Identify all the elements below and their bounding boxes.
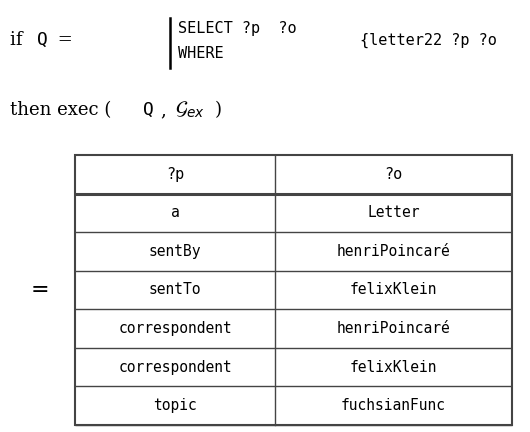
- Text: ?o: ?o: [384, 167, 403, 182]
- Text: ,: ,: [160, 101, 166, 119]
- Text: a: a: [171, 205, 179, 220]
- Text: felixKlein: felixKlein: [350, 360, 437, 375]
- Text: sentBy: sentBy: [149, 244, 201, 259]
- Text: Letter: Letter: [367, 205, 420, 220]
- Text: correspondent: correspondent: [118, 360, 232, 375]
- Text: ?p: ?p: [166, 167, 184, 182]
- Text: if: if: [10, 31, 28, 49]
- Bar: [75, 155, 512, 425]
- Text: {letter22 ?p ?o: {letter22 ?p ?o: [360, 32, 497, 48]
- Text: sentTo: sentTo: [149, 283, 201, 298]
- Text: Q: Q: [143, 101, 154, 119]
- Text: =: =: [52, 31, 73, 49]
- Text: =: =: [31, 279, 49, 301]
- Text: fuchsianFunc: fuchsianFunc: [341, 398, 446, 413]
- Text: topic: topic: [153, 398, 197, 413]
- Text: ): ): [215, 101, 222, 119]
- Text: SELECT ?p  ?o: SELECT ?p ?o: [178, 20, 297, 35]
- Text: felixKlein: felixKlein: [350, 283, 437, 298]
- Text: correspondent: correspondent: [118, 321, 232, 336]
- Text: then exec (: then exec (: [10, 101, 111, 119]
- Text: WHERE: WHERE: [178, 47, 224, 61]
- Text: henriPoincaré: henriPoincaré: [337, 244, 450, 259]
- Text: henriPoincaré: henriPoincaré: [337, 321, 450, 336]
- Text: $\mathcal{G}_{ex}$: $\mathcal{G}_{ex}$: [175, 100, 205, 120]
- Text: Q: Q: [37, 31, 48, 49]
